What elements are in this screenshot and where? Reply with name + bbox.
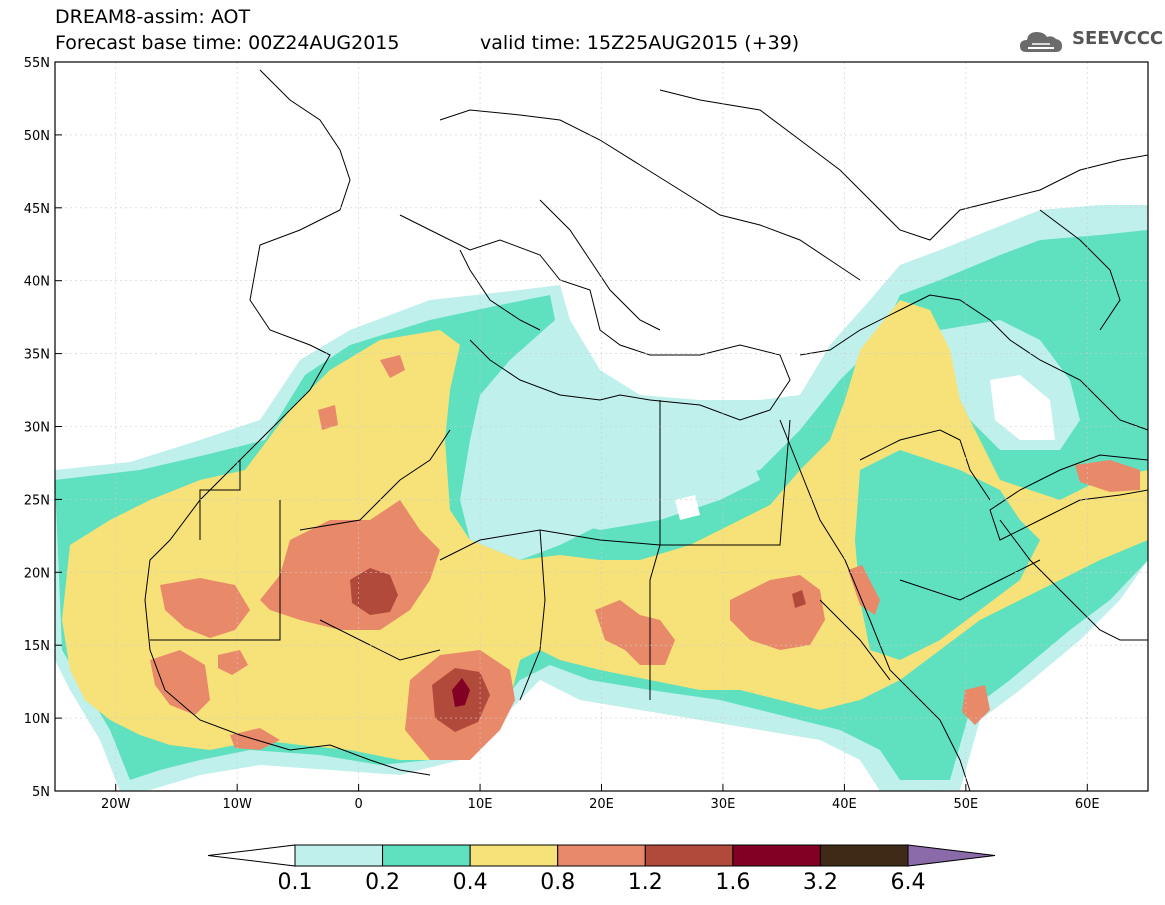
aot-green-arabia [855,450,1040,660]
lon-tick-label: 20E [589,797,614,812]
aot-band-0.8-algeria [318,405,338,430]
colorbar-over-triangle [907,844,996,867]
lon-tick-label: 0 [354,797,362,812]
aot-band-0.8-burkina [218,650,248,675]
colorbar-label: 0.4 [452,870,488,895]
logo-text: SEEVCCC [1072,28,1164,49]
colorbar [207,844,996,867]
colorbar-segment [382,844,471,867]
lat-tick-label: 45N [24,202,50,217]
colorbar-label: 3.2 [802,870,838,895]
lat-tick-label: 40N [24,275,50,290]
lat-tick-label: 10N [24,712,50,727]
lat-tick-label: 50N [24,129,50,144]
aot-band-1.2-sudan [792,590,806,608]
lon-tick-label: 20W [101,797,131,812]
aot-band-1.6-nigeria [452,678,470,707]
lat-tick-label: 5N [32,785,50,800]
lat-tick-label: 30N [24,421,50,436]
colorbar-segment [294,844,384,867]
colorbar-segment [819,844,909,867]
valid-time: valid time: 15Z25AUG2015 (+39) [480,32,800,54]
colorbar-segment [469,844,559,867]
colorbar-label: 6.4 [890,870,926,895]
lon-tick-label: 40E [832,797,857,812]
lon-tick-label: 10E [468,797,493,812]
colorbar-under-triangle [207,844,296,867]
coastlines [144,69,1148,791]
graticule [55,62,1148,791]
aot-band-0.8-morocco [380,355,405,378]
colorbar-label: 1.2 [627,870,663,895]
aot-band-0.8-mauritania [160,578,250,638]
lat-tick-label: 55N [24,56,50,71]
lon-tick-label: 30E [711,797,736,812]
axis-ticks: 20W 10W 0 10E 20E 30E 40E 50E 60E 55N 50N 45N 40N 35N… [24,56,1100,812]
aot-band-1.2-mali [350,568,398,615]
lon-tick-label: 10W [222,797,252,812]
aot-white-zone-2 [675,495,700,520]
cloud-logo-icon [1020,32,1062,52]
aot-band-0.8-redsea [848,565,880,615]
lat-tick-label: 35N [24,348,50,363]
lat-tick-label: 20N [24,566,50,581]
lon-tick-label: 50E [953,797,978,812]
colorbar-segment [732,844,821,867]
colorbar-label: 0.8 [540,870,576,895]
aot-band-0.8-chad [595,600,675,665]
aot-band-0.8-somalia [962,685,990,725]
colorbar-label: 1.6 [715,870,751,895]
aot-band-0.8-senegal [150,650,210,715]
lat-tick-label: 25N [24,493,50,508]
aot-band-0.8-gulf [1075,460,1140,492]
colorbar-segment [557,844,646,867]
forecast-base-time: Forecast base time: 00Z24AUG2015 [55,32,400,54]
aot-white-zone [990,375,1055,440]
colorbar-label: 0.1 [277,870,313,895]
lon-tick-label: 60E [1075,797,1100,812]
colorbar-label: 0.2 [365,870,401,895]
chart-title: DREAM8-assim: AOT [55,6,251,28]
lat-tick-label: 15N [24,639,50,654]
colorbar-segment [644,844,734,867]
